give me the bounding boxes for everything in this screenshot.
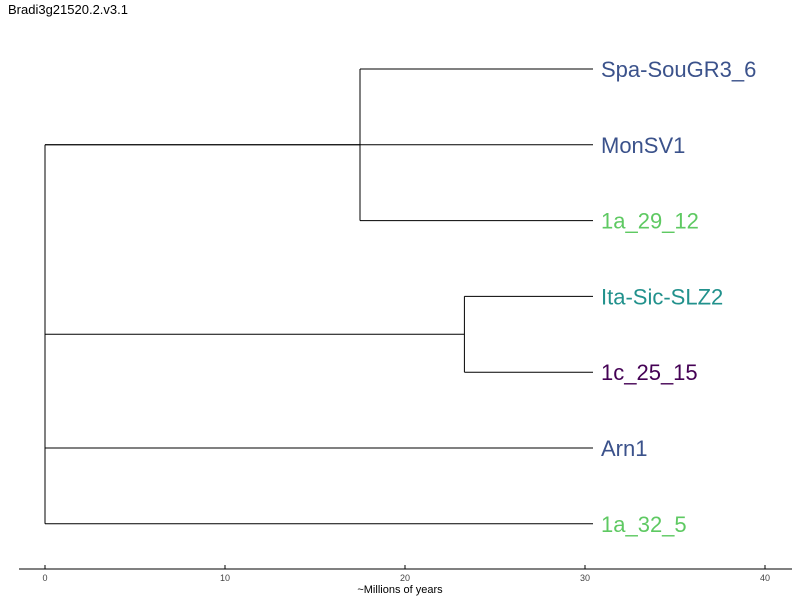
axis-tick-label: 20 — [400, 573, 410, 583]
axis-tick-label: 0 — [42, 573, 47, 583]
time-axis: 0 10 20 30 40 ~Millions of years — [19, 565, 792, 596]
tree-title: Bradi3g21520.2.v3.1 — [8, 2, 128, 17]
axis-tick-label: 40 — [760, 573, 770, 583]
leaf-label: MonSV1 — [601, 133, 685, 158]
leaf-labels: Spa-SouGR3_6 MonSV1 1a_29_12 Ita-Sic-SLZ2 1c… — [601, 57, 756, 537]
leaf-label: Arn1 — [601, 436, 647, 461]
leaf-label: Ita-Sic-SLZ2 — [601, 284, 723, 309]
leaf-label: 1a_29_12 — [601, 209, 699, 234]
leaf-label: Spa-SouGR3_6 — [601, 57, 756, 82]
axis-tick-label: 10 — [220, 573, 230, 583]
axis-ticks: 0 10 20 30 40 — [42, 565, 770, 583]
leaf-label: 1c_25_15 — [601, 360, 698, 385]
tree-branches — [44, 68, 593, 525]
axis-tick-label: 30 — [580, 573, 590, 583]
leaf-label: 1a_32_5 — [601, 512, 687, 537]
axis-title: ~Millions of years — [357, 584, 443, 596]
